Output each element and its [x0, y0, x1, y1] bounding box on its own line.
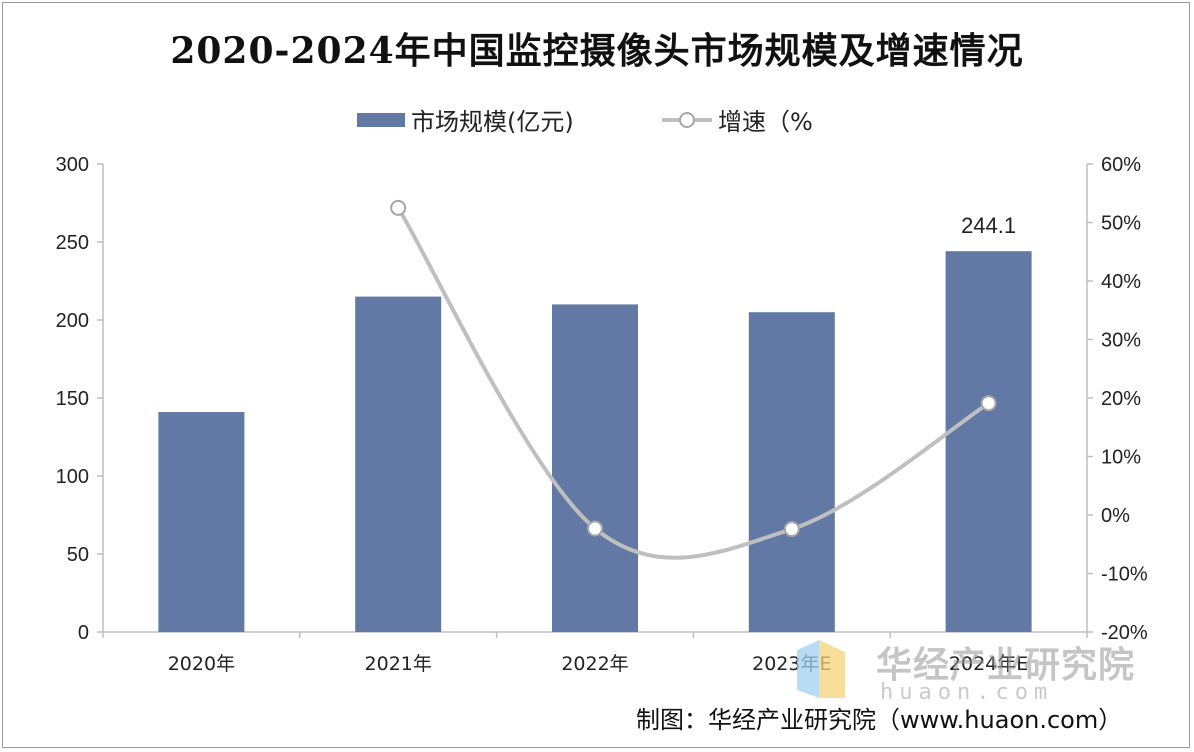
right-tick-label: 10% [1101, 447, 1141, 469]
category-label: 2022年 [561, 653, 628, 675]
left-tick-label: 0 [78, 622, 89, 644]
source-note: 制图：华经产业研究院（www.huaon.com） [636, 706, 1123, 734]
growth-rate-point [390, 199, 407, 216]
legend-bar-swatch [357, 113, 405, 127]
market-size-bar [355, 296, 442, 632]
watermark-url: huaon.com [880, 680, 1054, 705]
right-tick-label: 60% [1101, 154, 1141, 176]
left-tick-label: 150 [56, 388, 89, 410]
growth-rate-point [783, 521, 800, 538]
left-tick-label: 250 [56, 232, 89, 254]
right-tick-label: -10% [1101, 564, 1148, 586]
right-tick-label: -20% [1101, 622, 1148, 644]
legend-line-marker [679, 112, 695, 128]
chart-title: 2020-2024年中国监控摄像头市场规模及增速情况 [170, 30, 1024, 72]
legend-line-label: 增速（% [718, 108, 813, 136]
growth-rate-point [587, 520, 603, 537]
category-label: 2020年 [168, 653, 235, 675]
left-tick-label: 300 [56, 154, 89, 176]
right-tick-label: 30% [1101, 330, 1141, 352]
legend-bar-label: 市场规模(亿元) [411, 108, 574, 136]
watermark-text: 华经产业研究院 [876, 645, 1136, 686]
bar-data-label: 244.1 [961, 213, 1016, 238]
category-label: 2024年E [949, 653, 1028, 675]
right-tick-label: 50% [1101, 213, 1141, 235]
left-tick-label: 200 [56, 310, 89, 332]
market-size-bar [158, 412, 245, 632]
growth-rate-point [980, 395, 997, 412]
right-tick-label: 20% [1101, 388, 1141, 410]
right-tick-label: 0% [1101, 505, 1130, 527]
left-tick-label: 100 [56, 466, 89, 488]
left-tick-label: 50 [67, 544, 89, 566]
huajing-logo-icon [797, 640, 867, 700]
growth-rate-line [396, 206, 990, 560]
market-size-bar [552, 304, 638, 632]
market-size-bar [945, 251, 1032, 633]
market-size-bar [748, 312, 835, 632]
category-label: 2021年 [365, 653, 432, 675]
right-tick-label: 40% [1101, 271, 1141, 293]
